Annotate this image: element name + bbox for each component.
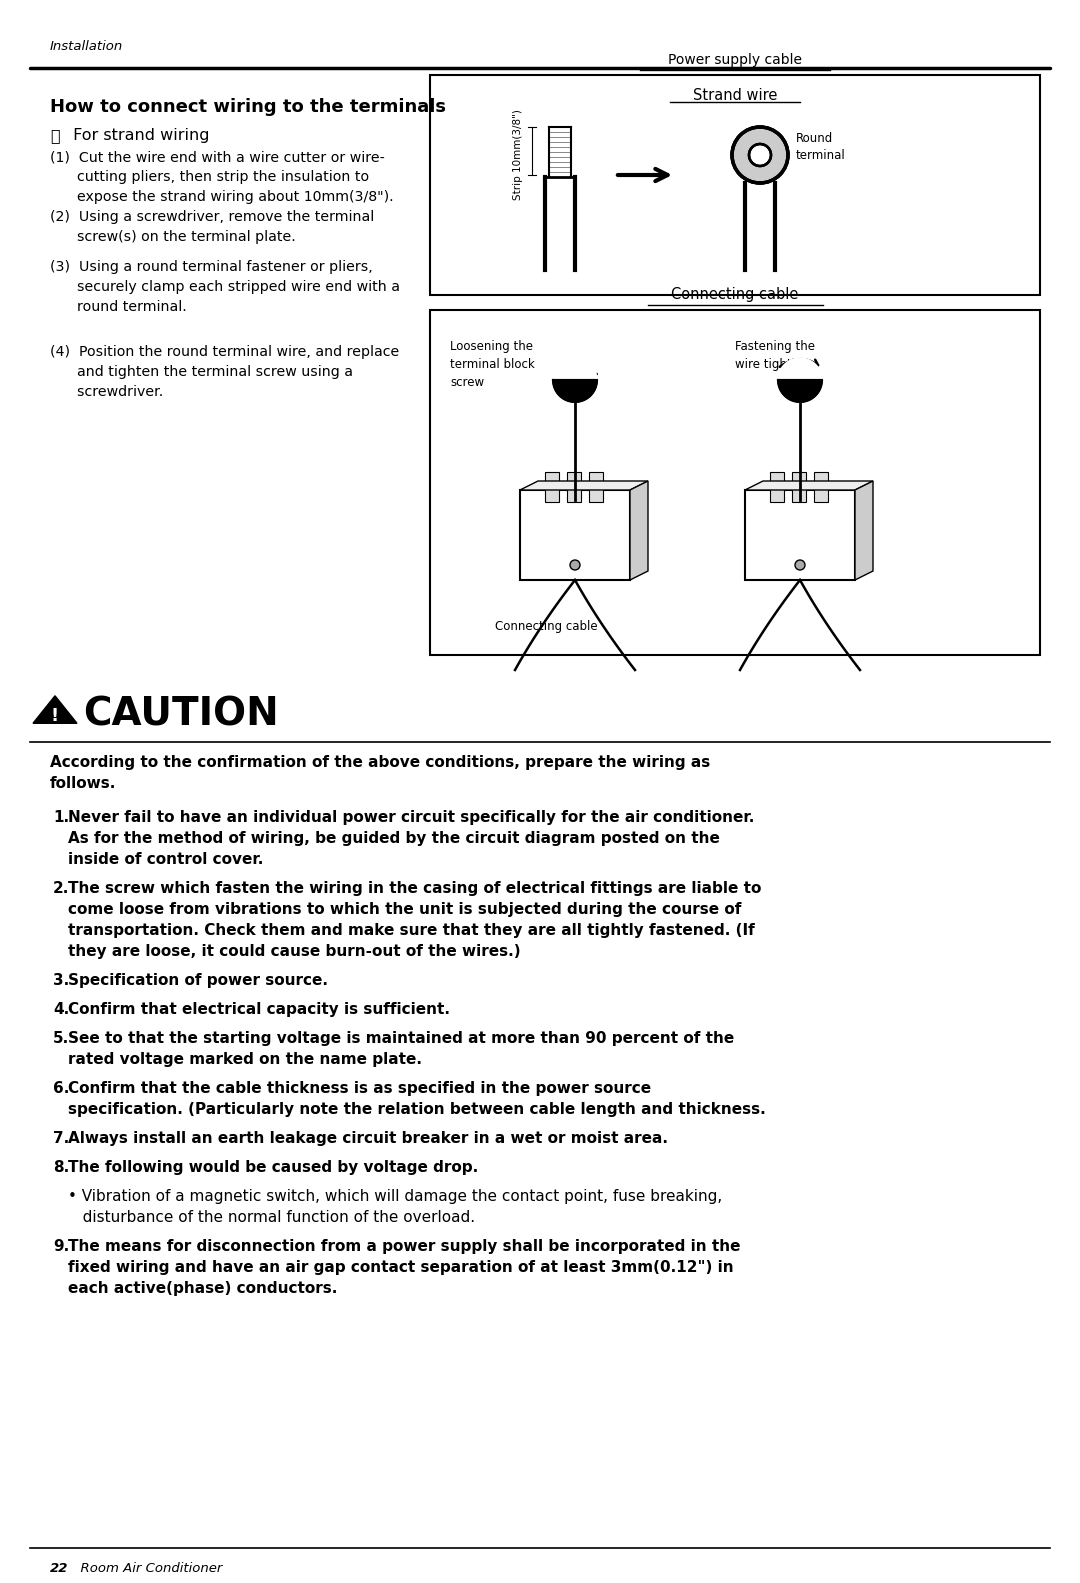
Bar — [814, 472, 828, 502]
Bar — [770, 472, 784, 502]
Text: 3.: 3. — [53, 974, 69, 988]
Polygon shape — [732, 127, 788, 184]
Text: 6.: 6. — [53, 1081, 69, 1095]
Text: For strand wiring: For strand wiring — [68, 128, 210, 142]
Polygon shape — [778, 358, 822, 380]
Text: According to the confirmation of the above conditions, prepare the wiring as
fol: According to the confirmation of the abo… — [50, 755, 711, 792]
Polygon shape — [553, 358, 597, 380]
Text: Confirm that the cable thickness is as specified in the power source
specificati: Confirm that the cable thickness is as s… — [68, 1081, 766, 1118]
Text: • Vibration of a magnetic switch, which will damage the contact point, fuse brea: • Vibration of a magnetic switch, which … — [68, 1189, 723, 1225]
Text: Confirm that electrical capacity is sufficient.: Confirm that electrical capacity is suff… — [68, 1002, 450, 1016]
Bar — [545, 472, 559, 502]
Text: 5.: 5. — [53, 1031, 69, 1046]
Text: Fastening the
wire tightly: Fastening the wire tightly — [735, 340, 815, 370]
Polygon shape — [745, 481, 873, 491]
Text: Never fail to have an individual power circuit specifically for the air conditio: Never fail to have an individual power c… — [68, 810, 754, 867]
Text: Installation: Installation — [50, 40, 123, 52]
Text: 22: 22 — [50, 1562, 68, 1575]
Bar — [430, 74, 1040, 294]
Text: (2)  Using a screwdriver, remove the terminal
      screw(s) on the terminal pla: (2) Using a screwdriver, remove the term… — [50, 211, 375, 244]
Text: The screw which fasten the wiring in the casing of electrical fittings are liabl: The screw which fasten the wiring in the… — [68, 882, 761, 959]
Polygon shape — [778, 380, 822, 402]
Polygon shape — [553, 380, 597, 402]
Text: 4.: 4. — [53, 1002, 69, 1016]
Text: The means for disconnection from a power supply shall be incorporated in the
fix: The means for disconnection from a power… — [68, 1239, 741, 1296]
Bar — [430, 310, 1040, 655]
Text: Power supply cable: Power supply cable — [669, 52, 802, 66]
Text: The following would be caused by voltage drop.: The following would be caused by voltage… — [68, 1160, 478, 1175]
Text: 8.: 8. — [53, 1160, 69, 1175]
Text: Connecting cable: Connecting cable — [495, 621, 597, 633]
Bar — [567, 472, 581, 502]
Bar — [548, 177, 572, 271]
Bar — [745, 491, 855, 579]
Polygon shape — [855, 481, 873, 579]
Bar — [748, 184, 772, 271]
Text: Connecting cable: Connecting cable — [672, 287, 799, 302]
Text: 楂: 楂 — [50, 128, 59, 142]
Text: Always install an earth leakage circuit breaker in a wet or moist area.: Always install an earth leakage circuit … — [68, 1130, 669, 1146]
Text: How to connect wiring to the terminals: How to connect wiring to the terminals — [50, 98, 446, 116]
Polygon shape — [33, 697, 77, 723]
Text: CAUTION: CAUTION — [83, 695, 279, 733]
Text: Loosening the
terminal block
screw: Loosening the terminal block screw — [450, 340, 535, 389]
Circle shape — [570, 560, 580, 570]
Circle shape — [795, 560, 805, 570]
Polygon shape — [519, 481, 648, 491]
Text: Round
terminal: Round terminal — [796, 131, 846, 161]
Text: 2.: 2. — [53, 882, 69, 896]
Bar — [589, 472, 603, 502]
Text: 7.: 7. — [53, 1130, 69, 1146]
Bar — [519, 491, 630, 579]
Circle shape — [733, 128, 787, 182]
Text: See to that the starting voltage is maintained at more than 90 percent of the
ra: See to that the starting voltage is main… — [68, 1031, 734, 1067]
Text: 9.: 9. — [53, 1239, 69, 1254]
Text: Specification of power source.: Specification of power source. — [68, 974, 328, 988]
Text: 1.: 1. — [53, 810, 69, 825]
Bar — [792, 472, 806, 502]
Text: Strand wire: Strand wire — [692, 89, 778, 103]
Text: (4)  Position the round terminal wire, and replace
      and tighten the termina: (4) Position the round terminal wire, an… — [50, 345, 400, 399]
Text: (1)  Cut the wire end with a wire cutter or wire-
      cutting pliers, then str: (1) Cut the wire end with a wire cutter … — [50, 150, 393, 204]
Text: (3)  Using a round terminal fastener or pliers,
      securely clamp each stripp: (3) Using a round terminal fastener or p… — [50, 260, 400, 313]
Polygon shape — [630, 481, 648, 579]
Text: Strip 10mm(3/8"): Strip 10mm(3/8") — [513, 109, 523, 201]
Text: Room Air Conditioner: Room Air Conditioner — [72, 1562, 222, 1575]
Text: !: ! — [51, 706, 59, 725]
